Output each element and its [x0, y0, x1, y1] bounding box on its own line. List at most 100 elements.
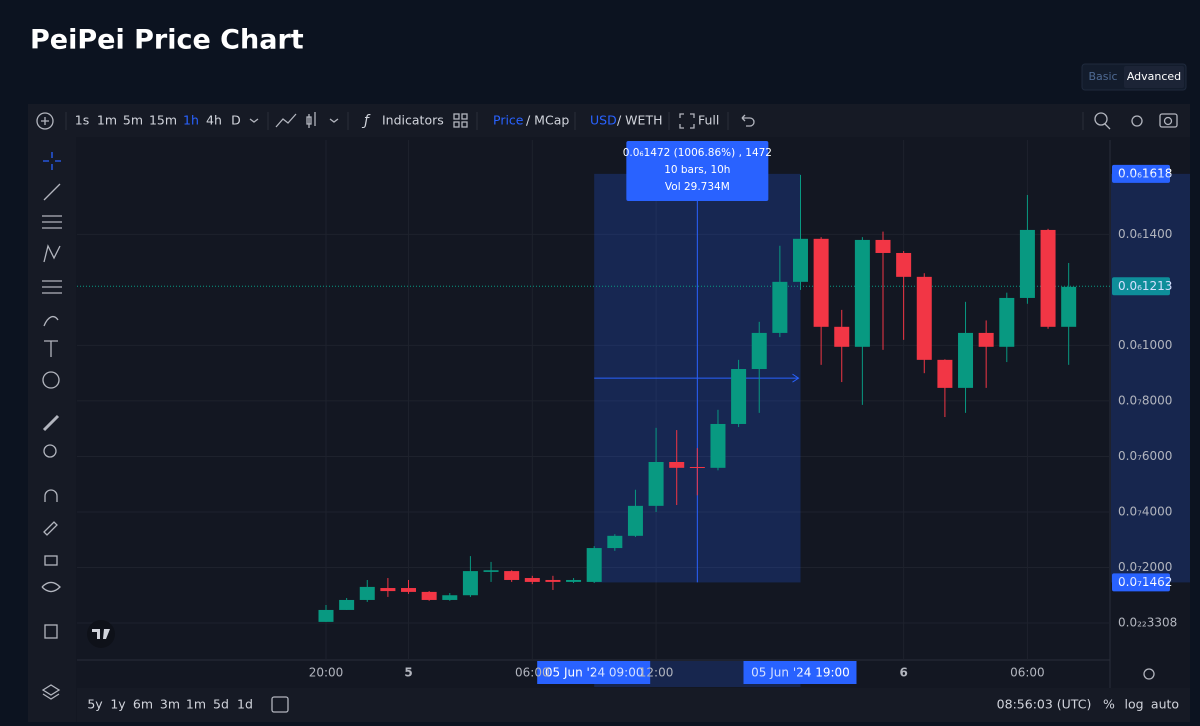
candle-body — [1061, 286, 1077, 327]
candle-body — [669, 461, 685, 468]
x-tick-label: 06:00 — [1010, 666, 1045, 680]
range-button[interactable]: 5y — [87, 697, 103, 712]
indicators-button[interactable]: Indicators — [382, 113, 444, 128]
candle-body — [504, 571, 520, 580]
emoji-tool[interactable] — [42, 371, 60, 389]
undo-icon[interactable] — [741, 114, 755, 127]
fx-icon: ƒ — [361, 113, 371, 129]
measure-arrow — [792, 373, 800, 383]
candle-icon[interactable] — [308, 112, 316, 128]
candle-body — [813, 238, 829, 327]
candle-body — [401, 588, 417, 592]
settings-icon[interactable] — [1131, 115, 1143, 127]
add-icon[interactable] — [36, 112, 54, 130]
candle-body — [483, 570, 499, 572]
lock-draw-tool[interactable] — [43, 521, 58, 536]
brush-tool[interactable] — [43, 315, 59, 327]
candle-body — [1040, 229, 1056, 327]
eye-tool[interactable] — [41, 581, 61, 593]
range-button[interactable]: 1y — [110, 697, 126, 712]
candle-body — [566, 579, 582, 582]
x-tick-label: 06:00 — [515, 666, 550, 680]
range-button[interactable]: 1d — [237, 697, 253, 712]
interval-button[interactable]: 1s — [75, 113, 89, 128]
interval-button[interactable]: 15m — [149, 113, 177, 128]
trendline-tool[interactable] — [43, 183, 61, 201]
candle-body — [442, 595, 458, 600]
mode-option[interactable]: Basic — [1088, 70, 1117, 83]
magnet-tool[interactable] — [44, 489, 58, 502]
camera-icon[interactable] — [1159, 113, 1178, 128]
trash-tool[interactable] — [44, 624, 58, 639]
range-button[interactable]: 6m — [133, 697, 153, 712]
candle-body — [751, 332, 767, 370]
candle-body — [896, 252, 912, 277]
toolbar-separators — [65, 112, 1084, 130]
candle-body — [627, 505, 643, 536]
layout-icon — [453, 121, 460, 128]
full-button[interactable]: Full — [698, 113, 719, 128]
text-tool[interactable] — [44, 340, 58, 357]
candle-body — [462, 571, 478, 596]
y-tick-label: 0.0₇8000 — [1118, 393, 1172, 407]
crosshair-tool[interactable] — [43, 152, 61, 170]
pattern-tool[interactable] — [43, 244, 61, 263]
candle-body — [916, 276, 932, 360]
candle-body — [339, 599, 355, 610]
layers-icon[interactable] — [41, 684, 61, 700]
scale-option[interactable]: auto — [1151, 697, 1179, 712]
y-tick-label: 0.0₇2000 — [1118, 560, 1172, 574]
mode-option[interactable]: Advanced — [1127, 70, 1181, 83]
scale-option[interactable]: log — [1124, 697, 1143, 712]
candle-body — [359, 586, 375, 600]
candle-body — [854, 239, 870, 347]
date-range-icon[interactable] — [271, 696, 289, 713]
interval-button[interactable]: 5m — [123, 113, 143, 128]
line-chart-icon[interactable] — [275, 113, 297, 128]
layout-icon — [461, 121, 468, 128]
scale-option[interactable]: % — [1103, 697, 1115, 712]
interval-button[interactable]: 1h — [183, 113, 199, 128]
price-marker-label: 0.0₆1618 — [1118, 166, 1172, 180]
search-icon[interactable] — [1094, 112, 1108, 126]
interval-button[interactable]: 4h — [206, 113, 222, 128]
lock-tool[interactable] — [44, 555, 58, 566]
candle-body — [689, 466, 705, 468]
projection-tool[interactable] — [42, 280, 62, 294]
candle-body — [318, 609, 334, 622]
usd-toggle[interactable]: USD — [590, 113, 617, 128]
fullscreen-icon[interactable] — [679, 113, 695, 129]
mcap-toggle[interactable]: / MCap — [526, 113, 569, 128]
candle-icon-body — [306, 116, 312, 125]
overlay: 0.0₆1618 0.0₆1213 0.0₇1462 0.0₆1472 (1006.8… — [87, 141, 1190, 687]
chart-widget — [28, 104, 1190, 722]
axis-settings-icon[interactable] — [1143, 668, 1155, 680]
weth-toggle[interactable]: / WETH — [617, 113, 662, 128]
interval-button[interactable]: D — [231, 113, 241, 128]
range-button[interactable]: 1m — [186, 697, 206, 712]
layout-icon — [461, 113, 468, 120]
ruler-tool[interactable] — [42, 414, 60, 432]
interval-button[interactable]: 1m — [97, 113, 117, 128]
range-button[interactable]: 3m — [160, 697, 180, 712]
candle-body — [875, 239, 891, 253]
zoom-tool[interactable] — [43, 444, 57, 458]
candle-body — [731, 369, 747, 424]
clock: 08:56:03 (UTC) — [997, 697, 1092, 712]
candle-body — [772, 281, 788, 333]
top-toolbar — [28, 104, 1190, 137]
page-title: PeiPei Price Chart — [30, 25, 304, 56]
candle-body — [792, 238, 808, 282]
measure-tooltip — [626, 141, 769, 201]
price-toggle[interactable]: Price — [493, 113, 524, 128]
camera-lens — [1163, 116, 1173, 126]
x-tick-label: 6 — [899, 666, 907, 680]
range-button[interactable]: 5d — [213, 697, 229, 712]
axis-highlight — [1111, 173, 1190, 583]
fib-tool[interactable] — [42, 215, 62, 229]
candle-body — [586, 548, 602, 582]
plot-area — [77, 140, 1110, 660]
layout-icon[interactable] — [453, 113, 460, 120]
add-icon-plus — [41, 117, 49, 125]
